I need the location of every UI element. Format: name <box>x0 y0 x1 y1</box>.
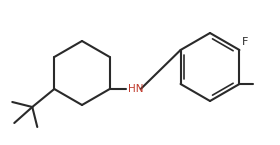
Text: F: F <box>241 37 248 47</box>
Text: HN: HN <box>128 84 143 94</box>
